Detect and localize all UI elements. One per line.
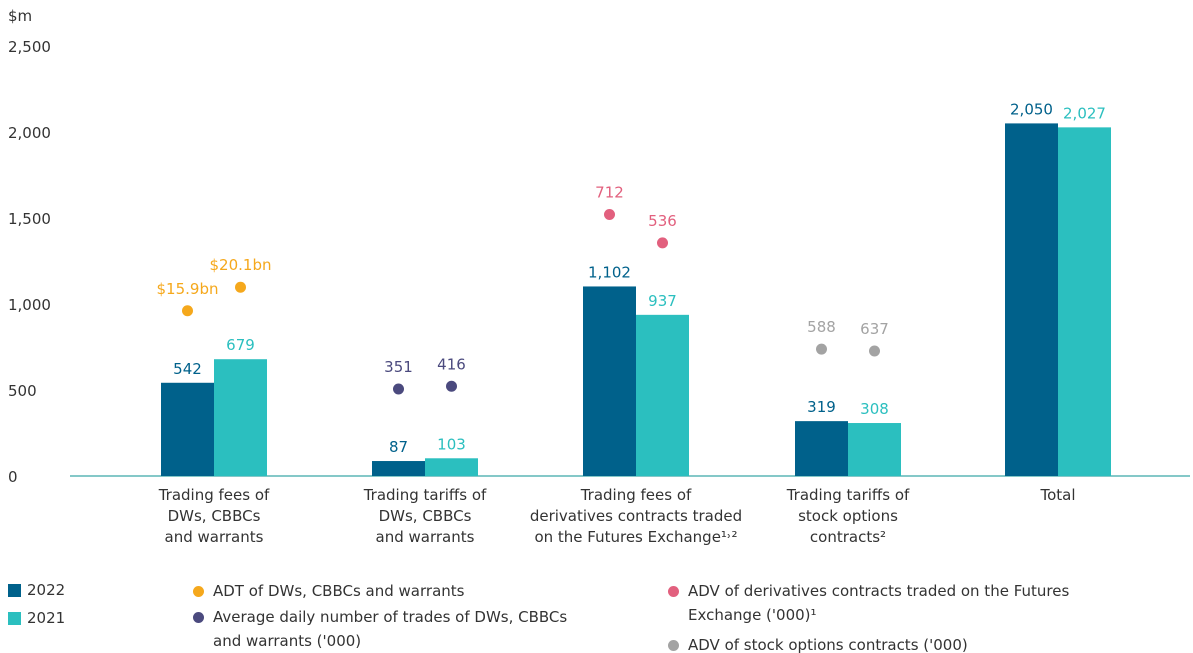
y-tick-label: 500 bbox=[8, 382, 37, 400]
legend-label: 2022 bbox=[27, 581, 66, 599]
value-label: 308 bbox=[860, 400, 889, 418]
value-label: 103 bbox=[437, 435, 466, 453]
x-tick-label: Trading tariffs of DWs, CBBCs and warrants bbox=[363, 486, 487, 546]
bar bbox=[795, 421, 848, 476]
x-tick-label: Trading tariffs of stock options contracts… bbox=[786, 486, 910, 546]
bar bbox=[214, 359, 267, 476]
bar bbox=[372, 461, 425, 476]
indicator-dot bbox=[869, 345, 880, 357]
y-tick-label: 2,000 bbox=[8, 124, 51, 142]
legend-dot bbox=[668, 640, 679, 651]
indicator-label: $15.9bn bbox=[157, 280, 219, 298]
x-tick-label: Trading fees of derivatives contracts tra… bbox=[530, 486, 742, 546]
bar bbox=[1005, 123, 1058, 477]
indicator-label: 712 bbox=[595, 183, 624, 201]
indicator-label: 536 bbox=[648, 212, 677, 230]
legend-label: ADV of derivatives contracts traded on t… bbox=[688, 582, 1070, 624]
value-label: 87 bbox=[389, 438, 408, 456]
bar bbox=[848, 423, 901, 476]
bar bbox=[1058, 127, 1111, 476]
legend-label: 2021 bbox=[27, 609, 66, 627]
value-label: 319 bbox=[807, 398, 836, 416]
value-label: 679 bbox=[226, 336, 255, 354]
indicator-label: 416 bbox=[437, 355, 466, 373]
legend-swatch bbox=[8, 612, 21, 625]
y-axis-label: $m bbox=[8, 7, 32, 25]
value-label: 2,050 bbox=[1010, 100, 1053, 118]
bar bbox=[583, 286, 636, 476]
indicator-dot bbox=[816, 343, 827, 355]
value-label: 1,102 bbox=[588, 263, 631, 281]
indicator-dot bbox=[182, 305, 193, 317]
indicator-label: 588 bbox=[807, 318, 836, 336]
indicator-dot bbox=[393, 383, 404, 395]
indicator-label: 351 bbox=[384, 358, 413, 376]
value-label: 937 bbox=[648, 292, 677, 310]
indicator-label: 637 bbox=[860, 320, 889, 338]
indicator-dot bbox=[446, 380, 457, 392]
legend-dot bbox=[193, 612, 204, 623]
x-tick-label: Total bbox=[1039, 486, 1075, 504]
y-tick-label: 2,500 bbox=[8, 38, 51, 56]
legend-dot bbox=[668, 586, 679, 597]
legend-label: ADV of stock options contracts ('000) bbox=[688, 636, 968, 653]
x-tick-label: Trading fees of DWs, CBBCs and warrants bbox=[158, 486, 270, 546]
legend-label: Average daily number of trades of DWs, C… bbox=[213, 608, 568, 650]
value-label: 2,027 bbox=[1063, 104, 1106, 122]
bar bbox=[425, 458, 478, 476]
legend-swatch bbox=[8, 584, 21, 597]
legend-label: ADT of DWs, CBBCs and warrants bbox=[213, 582, 465, 600]
indicator-dot bbox=[657, 237, 668, 249]
bar bbox=[161, 382, 214, 476]
y-tick-label: 1,500 bbox=[8, 210, 51, 228]
y-tick-label: 1,000 bbox=[8, 296, 51, 314]
legend-dot bbox=[193, 586, 204, 597]
indicator-label: $20.1bn bbox=[210, 256, 272, 274]
indicator-dot bbox=[604, 208, 615, 220]
bar bbox=[636, 314, 689, 476]
value-label: 542 bbox=[173, 360, 202, 378]
y-tick-label: 0 bbox=[8, 468, 18, 486]
indicator-dot bbox=[235, 281, 246, 293]
